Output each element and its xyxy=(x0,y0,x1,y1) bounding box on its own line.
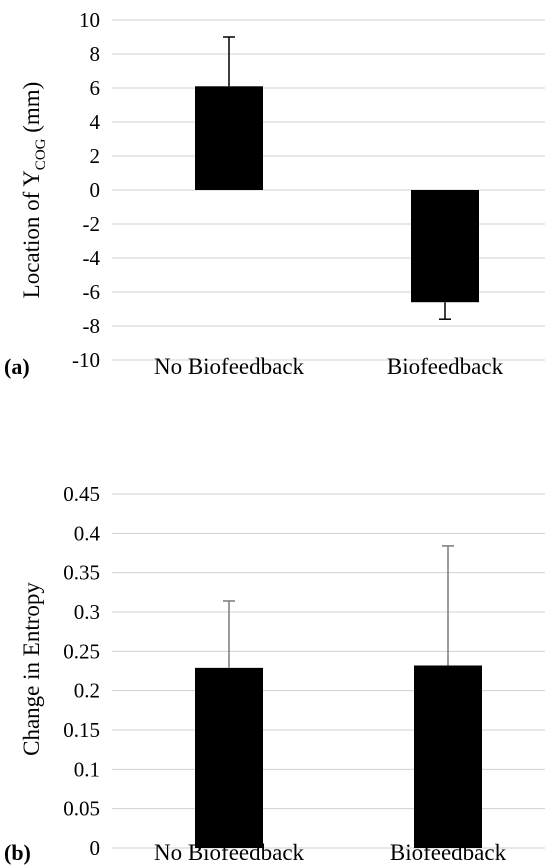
y-axis-label: Change in Entropy xyxy=(19,582,44,756)
y-tick-label: 0.05 xyxy=(63,797,100,821)
y-tick-label: -4 xyxy=(83,246,101,270)
y-tick-label: -8 xyxy=(83,314,101,338)
y-tick-label: 0.2 xyxy=(74,679,100,703)
y-tick-label: 0.1 xyxy=(74,757,100,781)
y-tick-label: 0 xyxy=(90,836,101,860)
chart-panel-a: 10 8 6 4 2 0 -2 -4 -6 -8 -10 No Biofeedback Biofeedb… xyxy=(4,8,545,379)
y-tick-label: 8 xyxy=(90,42,101,66)
y-tick-label: 0.35 xyxy=(63,561,100,585)
y-tick-label: -10 xyxy=(72,348,100,372)
y-axis-label-unit: (mm) xyxy=(19,82,44,139)
x-category-label: No Biofeedback xyxy=(154,354,305,379)
y-tick-label: 0.3 xyxy=(74,600,100,624)
y-tick-label: 0.45 xyxy=(63,482,100,506)
panel-label: (b) xyxy=(4,840,31,865)
y-tick-label: -2 xyxy=(83,212,101,236)
bar-0 xyxy=(195,86,263,190)
y-tick-label: 10 xyxy=(79,8,100,32)
x-category-label: Biofeedback xyxy=(390,840,507,865)
y-tick-label: -6 xyxy=(83,280,101,304)
bar-1 xyxy=(411,190,479,303)
y-tick-label: 4 xyxy=(90,110,101,134)
y-tick-label: 0 xyxy=(90,178,101,202)
panel-label: (a) xyxy=(4,354,30,379)
y-tick-label: 2 xyxy=(90,144,101,168)
x-category-label: No Biofeedback xyxy=(154,840,305,865)
y-tick-label: 0.15 xyxy=(63,718,100,742)
x-category-label: Biofeedback xyxy=(387,354,504,379)
y-tick-label: 0.25 xyxy=(63,639,100,663)
y-axis-label: Location of YCOG (mm) xyxy=(19,82,49,299)
bar-0 xyxy=(195,667,263,848)
y-tick-label: 0.4 xyxy=(74,521,101,545)
bar-1 xyxy=(414,665,482,848)
chart-panel-b: 0.45 0.4 0.35 0.3 0.25 0.2 0.15 0.1 0.05 0 No Biof… xyxy=(4,482,545,865)
y-axis-label-subscript: COG xyxy=(33,138,49,170)
y-axis-label-main: Location of Y xyxy=(19,170,44,299)
y-tick-label: 6 xyxy=(90,76,101,100)
